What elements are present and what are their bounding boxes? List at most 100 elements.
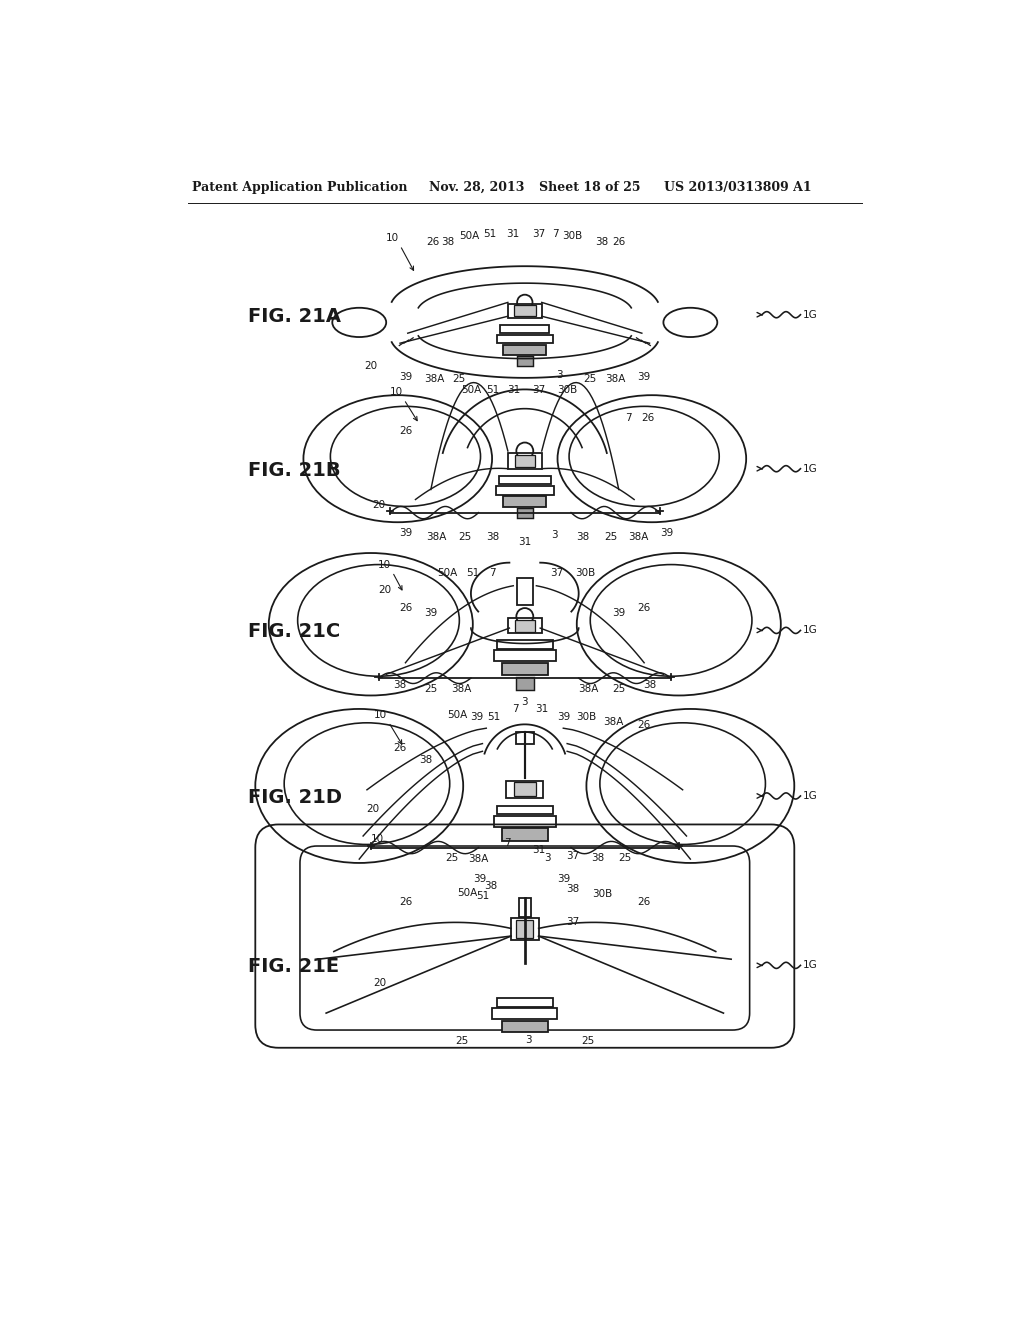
Text: 39: 39 [557, 711, 570, 722]
Text: 38A: 38A [452, 684, 472, 694]
Text: 39: 39 [612, 609, 626, 618]
Bar [511, 919, 539, 940]
Text: 25: 25 [458, 532, 471, 541]
Text: 3: 3 [551, 531, 557, 540]
Text: 1G: 1G [803, 463, 817, 474]
Text: 50A: 50A [461, 385, 481, 395]
Text: 38A: 38A [424, 374, 444, 384]
Text: 10: 10 [371, 834, 384, 843]
Text: 37: 37 [532, 230, 546, 239]
Text: 25: 25 [604, 532, 617, 541]
Bar [517, 578, 532, 605]
Text: 3: 3 [525, 1035, 531, 1044]
Bar [497, 335, 553, 343]
Bar [514, 781, 536, 796]
Text: 30B: 30B [574, 568, 595, 578]
Bar [494, 651, 556, 661]
Bar [508, 304, 542, 318]
Bar [502, 1020, 548, 1032]
Bar [499, 477, 551, 484]
Text: 38A: 38A [578, 684, 598, 694]
Text: 25: 25 [584, 374, 597, 384]
Text: 38: 38 [591, 853, 604, 863]
Text: Sheet 18 of 25: Sheet 18 of 25 [539, 181, 640, 194]
Bar [502, 663, 548, 675]
Bar [502, 829, 548, 841]
Text: 26: 26 [612, 238, 626, 247]
Text: 26: 26 [638, 896, 651, 907]
Text: 3: 3 [556, 370, 563, 380]
Text: 30B: 30B [592, 890, 612, 899]
Text: 38A: 38A [629, 532, 649, 541]
Text: 39: 39 [424, 609, 437, 618]
Text: 38: 38 [420, 755, 433, 766]
Text: 26: 26 [426, 238, 439, 247]
Text: 25: 25 [445, 853, 459, 863]
Bar [518, 898, 531, 917]
Text: 20: 20 [365, 360, 378, 371]
Text: 50A: 50A [459, 231, 479, 240]
Text: 31: 31 [508, 385, 520, 395]
Bar [497, 998, 553, 1007]
Text: 20: 20 [372, 499, 385, 510]
Text: 50A: 50A [457, 887, 477, 898]
Text: 37: 37 [566, 851, 580, 862]
Text: 1G: 1G [803, 626, 817, 635]
Text: 10: 10 [390, 387, 402, 397]
Bar [517, 508, 532, 517]
Text: 38A: 38A [605, 374, 626, 384]
Text: 39: 39 [398, 372, 412, 381]
Text: 50A: 50A [446, 710, 467, 721]
Text: 25: 25 [612, 684, 626, 694]
Text: Nov. 28, 2013: Nov. 28, 2013 [429, 181, 524, 194]
Text: 1G: 1G [803, 310, 817, 319]
Text: 51: 51 [487, 711, 501, 722]
Text: 50A: 50A [437, 568, 458, 578]
Text: 51: 51 [483, 230, 497, 239]
Bar [503, 496, 547, 507]
Text: 1G: 1G [803, 791, 817, 801]
Text: FIG. 21E: FIG. 21E [249, 957, 340, 977]
Text: 31: 31 [507, 230, 520, 239]
Text: 30B: 30B [562, 231, 583, 240]
Bar [497, 640, 553, 649]
Text: 26: 26 [393, 743, 407, 752]
Bar [497, 807, 553, 814]
Text: 38: 38 [485, 532, 499, 541]
Text: 26: 26 [638, 719, 651, 730]
Text: 10: 10 [386, 234, 399, 243]
Bar [500, 326, 550, 333]
Text: 30B: 30B [577, 711, 597, 722]
Text: 7: 7 [505, 838, 511, 847]
Text: US 2013/0313809 A1: US 2013/0313809 A1 [665, 181, 812, 194]
Text: 25: 25 [424, 684, 437, 694]
Bar [516, 920, 534, 939]
Text: 20: 20 [366, 804, 379, 814]
Text: 38: 38 [575, 532, 589, 541]
Bar [515, 733, 535, 743]
Text: 39: 39 [638, 372, 651, 381]
Bar [493, 1008, 557, 1019]
Text: 26: 26 [398, 425, 412, 436]
Text: 3: 3 [521, 697, 528, 708]
Text: 37: 37 [532, 385, 546, 395]
Bar [517, 355, 532, 367]
Text: 39: 39 [660, 528, 674, 539]
Bar [514, 305, 536, 317]
Text: 38: 38 [595, 238, 608, 247]
Text: 37: 37 [551, 568, 564, 578]
Text: 38: 38 [484, 882, 498, 891]
Text: 39: 39 [470, 711, 483, 722]
Text: 39: 39 [398, 528, 412, 539]
Text: 25: 25 [453, 374, 466, 384]
Bar [496, 486, 554, 495]
Text: 25: 25 [582, 1036, 595, 1047]
Bar [494, 816, 556, 826]
Text: 38A: 38A [603, 717, 624, 726]
Text: 38: 38 [566, 884, 580, 894]
Text: 38: 38 [643, 680, 656, 689]
Text: 51: 51 [485, 385, 499, 395]
Text: 7: 7 [512, 705, 519, 714]
Text: 7: 7 [489, 568, 496, 578]
Text: 37: 37 [566, 917, 580, 927]
